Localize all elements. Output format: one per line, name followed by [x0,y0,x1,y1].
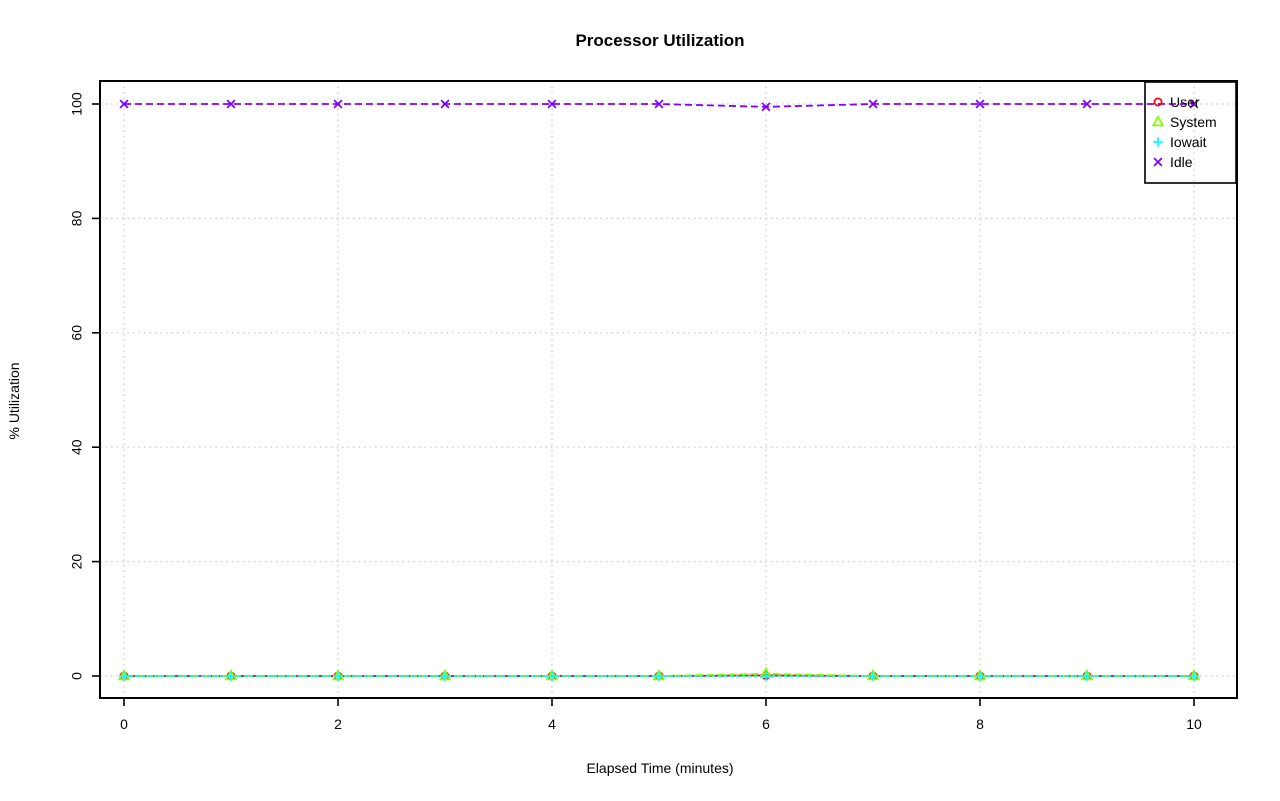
marker-x [119,99,129,109]
marker-x [226,99,236,109]
marker-triangle [1151,115,1165,127]
legend: User System Iowait Idle [1144,81,1237,184]
marker-x [333,99,343,109]
legend-item-idle: Idle [1153,154,1193,170]
legend-item-iowait: Iowait [1153,134,1207,150]
x-tick-label: 10 [1186,716,1202,732]
y-tick-label: 20 [69,554,85,570]
marker-x [975,99,985,109]
y-tick-label: 60 [69,325,85,341]
legend-item-user: User [1153,94,1200,110]
marker-circle [1153,97,1163,107]
y-tick-label: 100 [69,92,85,116]
marker-x [868,99,878,109]
x-axis-label: Elapsed Time (minutes) [586,760,734,776]
chart-title: Processor Utilization [575,31,745,50]
marker-x [1082,99,1092,109]
legend-label: Iowait [1170,134,1207,150]
legend-label: System [1170,114,1217,130]
legend-label: User [1170,94,1200,110]
marker-x [440,99,450,109]
legend-box [1144,81,1237,184]
marker-x [1189,99,1199,109]
marker-x [654,99,664,109]
marker-x [761,102,771,112]
y-axis-label: % Utilization [6,362,22,440]
series-layer [117,99,1201,681]
series-markers-idle [119,99,1199,112]
plot-border [99,80,1238,699]
x-tick-label: 2 [334,716,342,732]
marker-x [547,99,557,109]
x-tick-label: 4 [548,716,556,732]
y-tick-label: 80 [69,210,85,226]
y-tick-label: 40 [69,439,85,455]
grid-layer [100,81,1237,698]
marker-x [1153,157,1163,167]
legend-item-system: System [1151,114,1217,130]
legend-label: Idle [1170,154,1193,170]
x-tick-label: 0 [120,716,128,732]
series-markers-iowait [119,671,1199,681]
x-tick-label: 8 [976,716,984,732]
y-tick-label: 0 [69,672,85,680]
x-tick-label: 6 [762,716,770,732]
